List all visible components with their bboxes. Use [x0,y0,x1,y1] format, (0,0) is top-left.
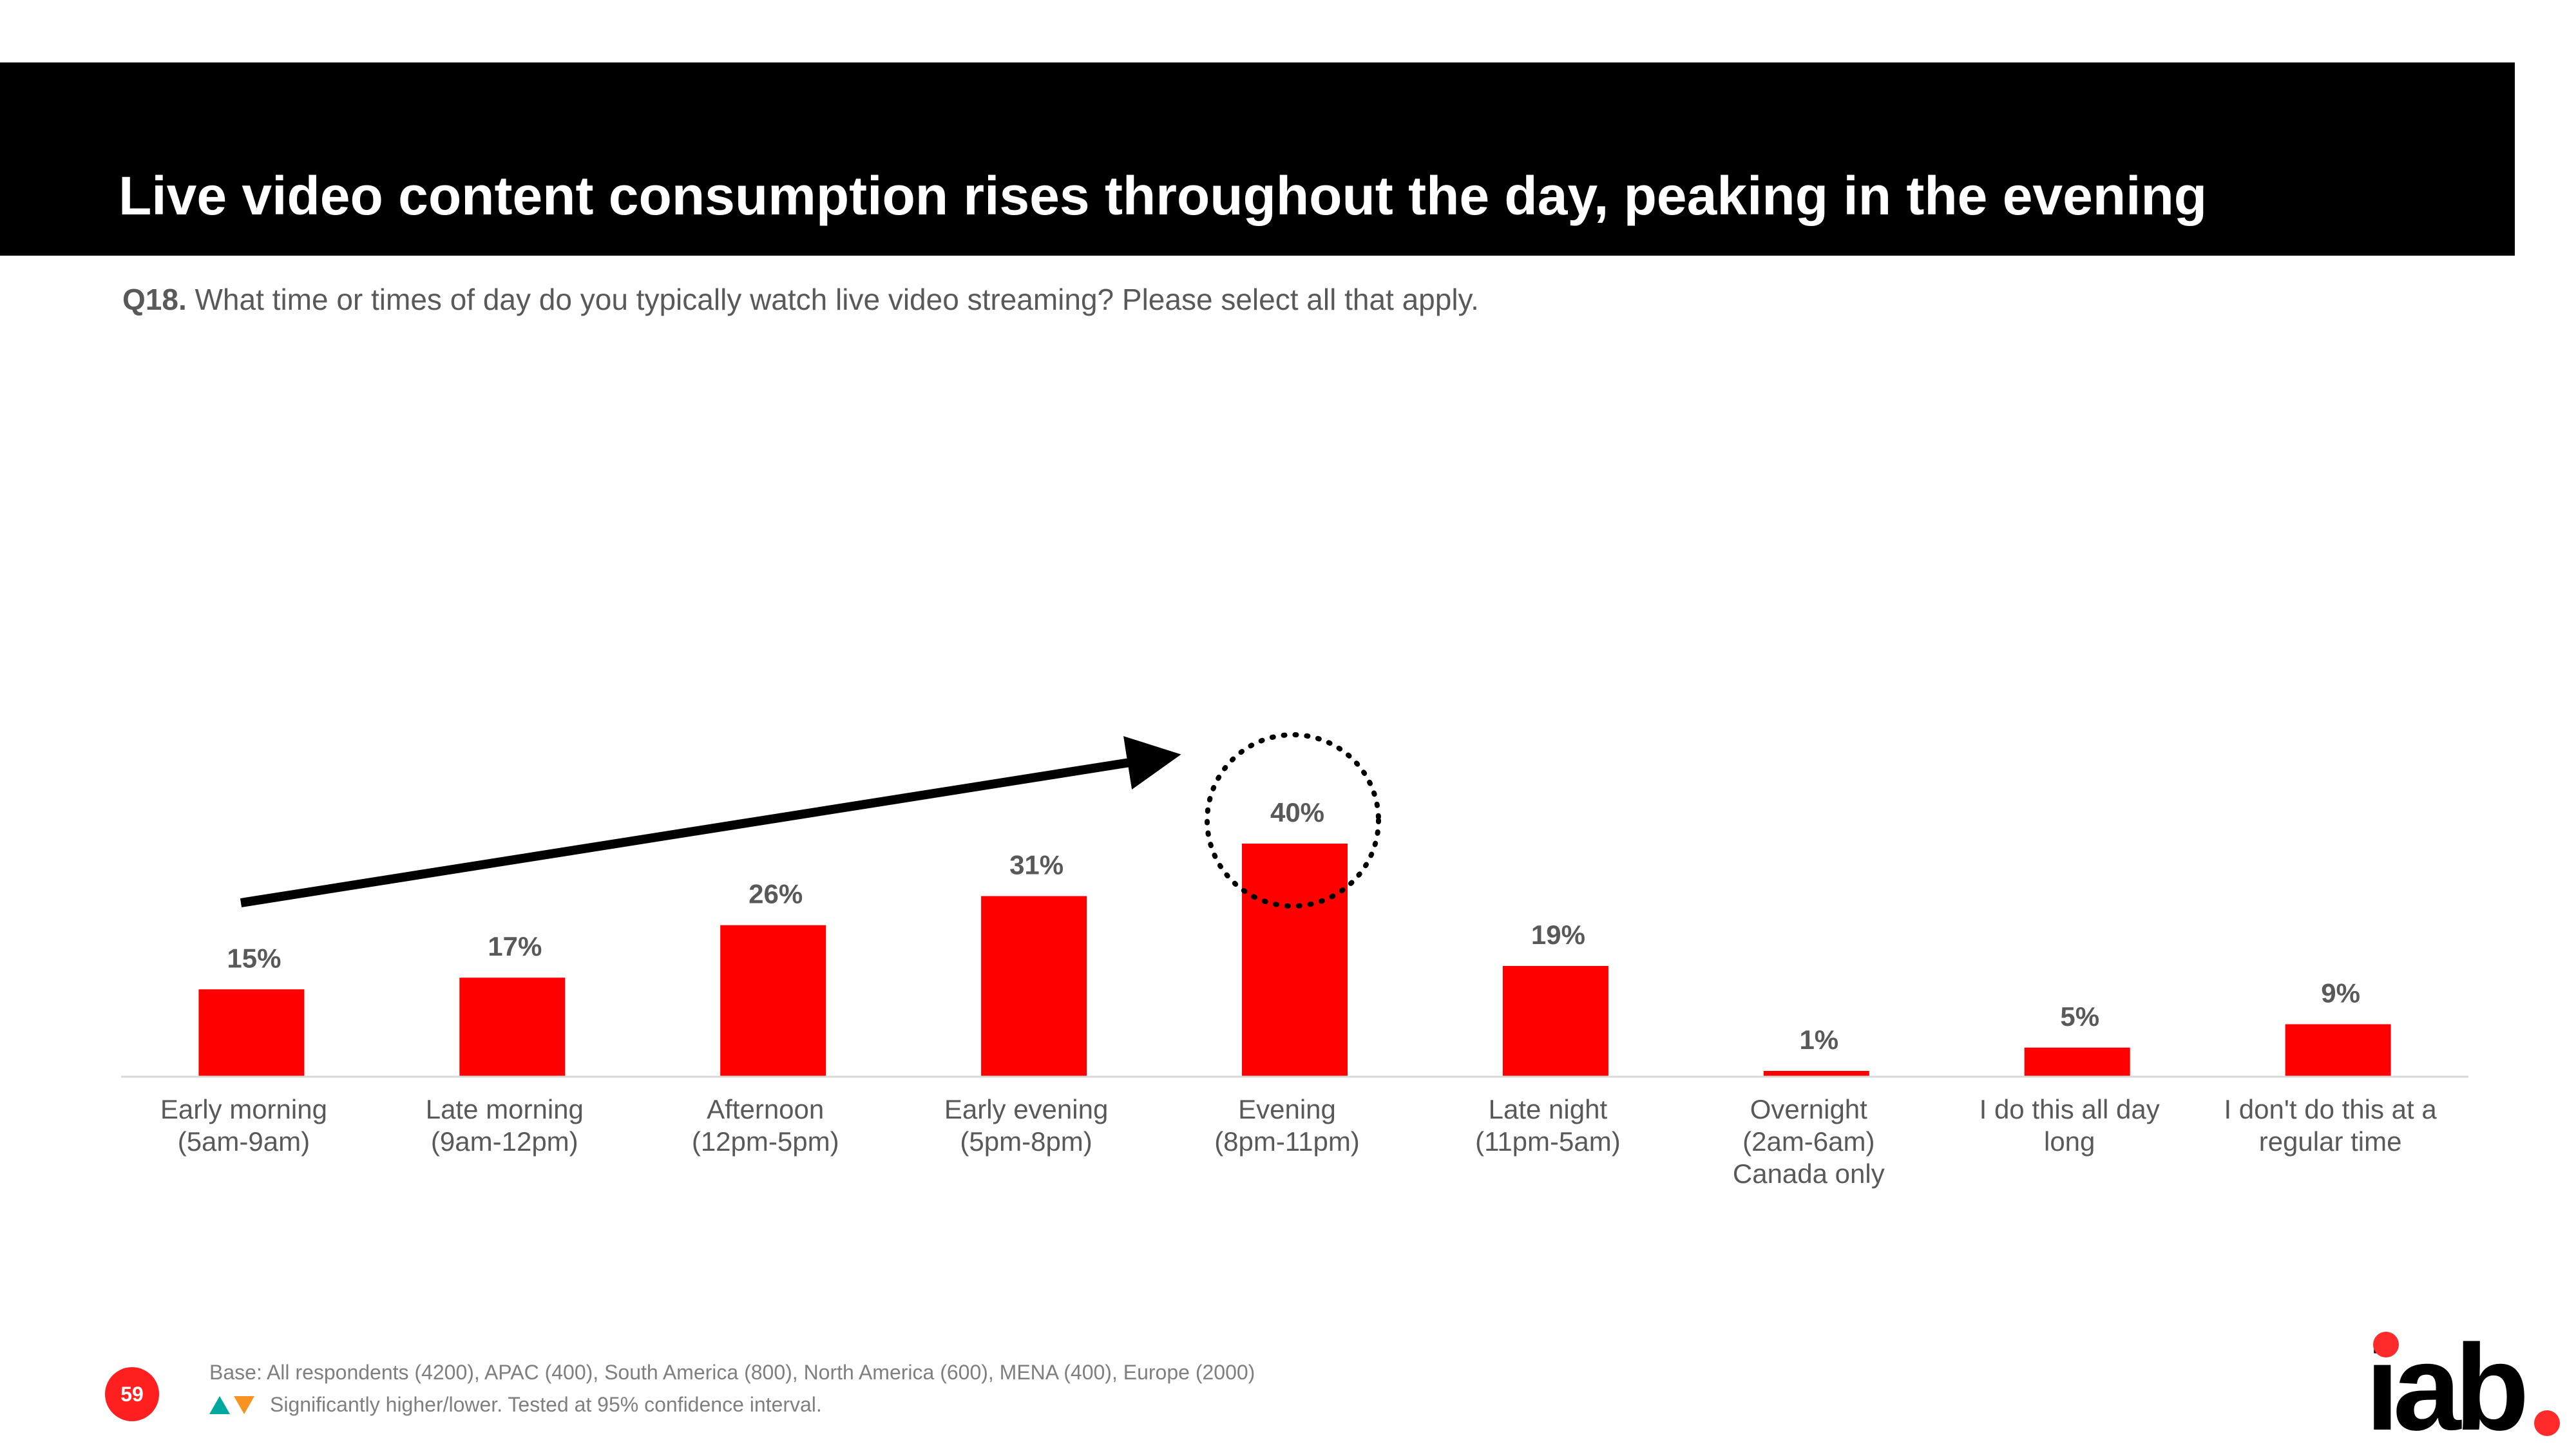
category-label-9: I don't do this at a regular time [2224,1094,2437,1157]
data-label-5: 40% [1270,797,1324,827]
significance-text: Significantly higher/lower. Tested at 95… [270,1393,822,1416]
logo-dot-icon [2373,1332,2399,1357]
data-label-1: 15% [227,943,281,973]
bar-6 [1502,966,1608,1077]
category-label-2: Late morning (9am-12pm) [426,1094,584,1157]
bar-chart: 15% 17% 26% 31% 40% 19% 1% 5% 9% Early morning (5… [121,732,2468,1189]
category-label-6: Late night (11pm-5am) [1475,1094,1621,1157]
category-label-3: Afternoon (12pm-5pm) [692,1094,839,1157]
question-number: Q18. [122,283,187,316]
bar-7 [1763,1071,1869,1077]
categories-layer: Early morning (5am-9am) Late morning (9am-1… [160,1094,2438,1189]
logo-period-icon [2534,1410,2560,1436]
data-label-2: 17% [488,931,542,961]
highlight-circle [1205,732,1381,909]
category-label-4: Early evening (5pm-8pm) [944,1094,1108,1157]
data-label-6: 19% [1531,920,1585,950]
bar-8 [2024,1047,2130,1077]
category-label-1: Early morning (5am-9am) [160,1094,327,1157]
title-bar [0,62,2515,256]
triangle-down-icon [234,1395,254,1414]
question-text: What time or times of day do you typical… [195,283,1479,316]
data-label-4: 31% [1009,850,1064,880]
category-label-5: Evening (8pm-11pm) [1214,1094,1360,1157]
bar-3 [720,925,826,1077]
iab-logo: iab [2365,1314,2560,1449]
triangle-up-icon [209,1395,230,1414]
data-label-9: 9% [2321,978,2360,1008]
category-label-7: Overnight (2am-6am) Canada only [1733,1094,1885,1189]
data-label-3: 26% [749,879,803,909]
bar-4 [981,896,1087,1077]
base-note: Base: All respondents (4200), APAC (400)… [209,1361,1255,1384]
data-label-8: 5% [2060,1001,2099,1032]
bar-5 [1242,844,1348,1077]
labels-layer: 15% 17% 26% 31% 40% 19% 1% 5% 9% [227,797,2360,1055]
trend-arrow [240,736,1181,907]
bar-1 [198,989,305,1077]
data-label-7: 1% [1799,1025,1838,1055]
significance-note: Significantly higher/lower. Tested at 95… [209,1393,822,1417]
bar-2 [459,978,566,1077]
bars-layer [198,844,2391,1077]
question-line: Q18. What time or times of day do you ty… [122,282,1479,317]
category-label-8: I do this all day long [1980,1094,2160,1157]
page-number-badge: 59 [105,1367,159,1421]
page-title: Live video content consumption rises thr… [119,165,2208,226]
bar-9 [2285,1024,2391,1077]
